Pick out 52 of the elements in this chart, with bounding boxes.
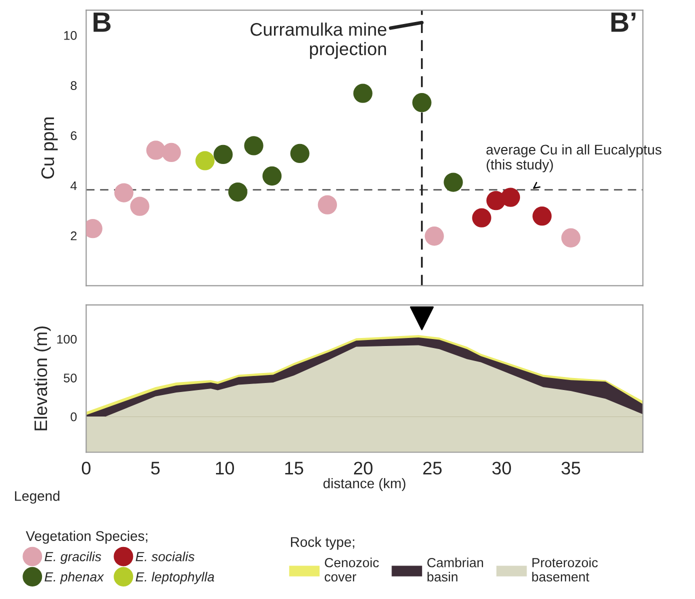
y-axis-title: Cu ppm (41, 118, 58, 179)
y-tick-label: 10 (64, 31, 77, 40)
y-axis-title: Elevation (m) (34, 326, 51, 430)
y-tick-label: 100 (57, 334, 77, 344)
legend-label: E. gracilis (44, 552, 102, 564)
x-axis-title: distance (km) (323, 478, 406, 492)
x-tick-label: 5 (151, 462, 160, 475)
point (412, 93, 432, 112)
legend-title: Vegetation Species; (26, 530, 148, 544)
point (561, 228, 580, 248)
legend-label: Cenozoic cover (324, 558, 379, 582)
point (318, 195, 337, 214)
point (228, 182, 248, 202)
x-tick-label: 10 (216, 462, 234, 475)
legend-label: E. leptophylla (136, 572, 214, 584)
annotation: B (94, 12, 111, 32)
y-tick-label: 8 (70, 81, 77, 90)
legend-label: E. socialis (136, 552, 194, 562)
point (130, 196, 150, 216)
legend-label: E. phenax (44, 572, 104, 584)
point (500, 188, 520, 207)
x-tick-label: 20 (354, 462, 372, 475)
point (472, 208, 492, 228)
point (114, 183, 134, 202)
legend-label: Cambrian basin (427, 558, 484, 582)
y-tick-label: 2 (70, 231, 77, 240)
y-tick-label: 4 (70, 181, 77, 190)
legend-title: Rock type; (291, 536, 354, 550)
ref-line-label: average Cu in all Eucalyptus (this study) (486, 144, 662, 172)
ref-line-label: Curramulka mine projection (250, 22, 386, 59)
x-tick-label: 25 (423, 462, 442, 475)
point (146, 140, 166, 160)
annotation: B’ (611, 12, 636, 32)
x-tick-label: 35 (562, 462, 580, 475)
point (353, 84, 372, 103)
legend-label: Proterozoic basement (532, 558, 598, 582)
x-tick-label: 30 (492, 462, 511, 475)
point (214, 144, 233, 164)
y-tick-label: 6 (70, 131, 77, 140)
point (424, 226, 444, 246)
point (290, 144, 310, 164)
point (532, 206, 552, 226)
y-tick-label: 50 (64, 374, 77, 382)
y-tick-label: 0 (70, 412, 77, 422)
point (444, 172, 463, 192)
point (195, 151, 215, 170)
x-tick-label: 15 (285, 462, 304, 475)
point (162, 142, 181, 162)
point (244, 136, 264, 156)
x-tick-label: 0 (82, 462, 90, 475)
text: Legend (15, 490, 60, 504)
point (262, 166, 282, 186)
